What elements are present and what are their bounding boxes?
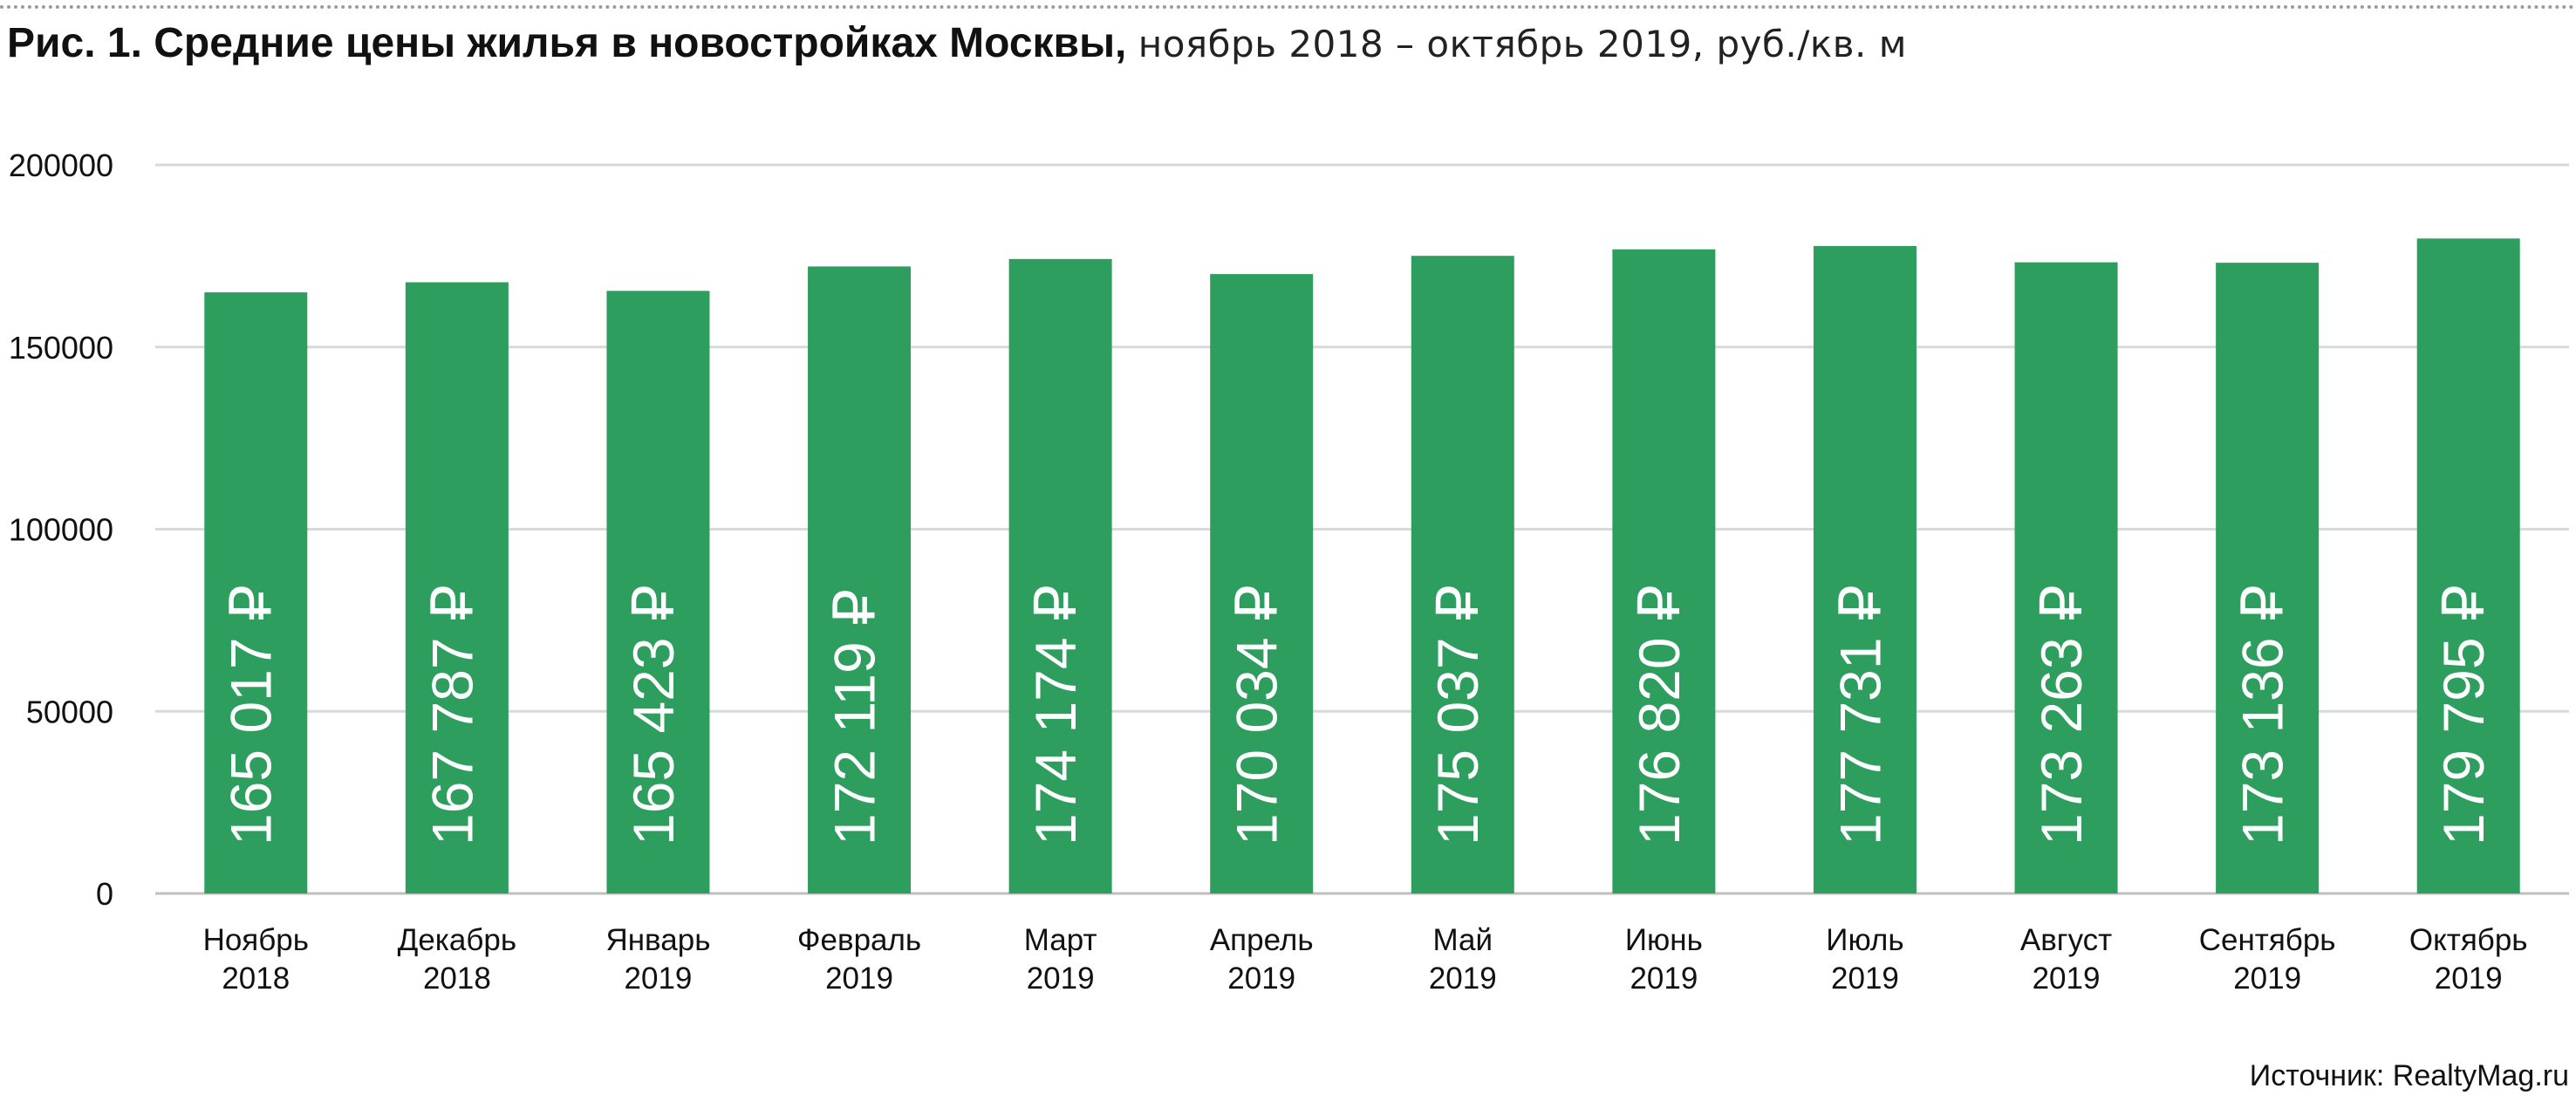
bar [204,292,308,893]
bar [2416,238,2520,894]
x-tick-label-year: 2019 [1227,962,1295,996]
bar-value-label: 174 174 ₽ [1023,585,1088,845]
bar-value-label: 167 787 ₽ [420,585,484,845]
bar [1210,274,1314,894]
top-dotted-rule [0,5,2576,9]
x-tick-label-month: Февраль [797,923,921,957]
bar-value-label: 165 423 ₽ [621,585,686,845]
x-tick-label-year: 2018 [222,962,290,996]
bar [1008,258,1112,893]
x-tick-label-month: Май [1433,923,1493,957]
bar-value-label: 179 795 ₽ [2431,585,2496,845]
x-tick-label-month: Январь [605,923,710,957]
y-tick-label: 100000 [9,512,113,548]
bar-value-label: 172 119 ₽ [822,589,886,845]
x-tick-label-year: 2019 [1027,962,1095,996]
x-tick-label-year: 2019 [625,962,693,996]
x-tick-label-year: 2018 [423,962,491,996]
x-tick-label-month: Октябрь [2409,923,2528,957]
x-tick-label-year: 2019 [825,962,893,996]
bar-value-label: 173 263 ₽ [2029,585,2094,845]
x-tick-label-month: Апрель [1210,923,1314,957]
x-tick-label-year: 2019 [1831,962,1899,996]
x-tick-label-year: 2019 [2233,962,2301,996]
chart-title-bold: Рис. 1. Средние цены жилья в новостройка… [7,20,1127,66]
x-tick-label-month: Сентябрь [2199,923,2336,957]
bar-value-label: 170 034 ₽ [1225,585,1289,845]
x-tick-label-month: Март [1024,923,1097,957]
bar [1813,245,1917,893]
bar [1612,249,1716,893]
bar [405,282,509,894]
source-note: Источник: RealtyMag.ru [2249,1059,2569,1092]
x-tick-label-year: 2019 [2435,962,2503,996]
bar-value-label: 177 731 ₽ [1828,585,1892,845]
x-tick-label-month: Август [2020,923,2112,957]
bar-value-label: 173 136 ₽ [2231,585,2295,845]
x-tick-label-month: Июнь [1625,923,1703,957]
x-tick-label-month: Ноябрь [203,923,309,957]
bar [2216,263,2320,893]
bar [2014,262,2118,894]
y-tick-label: 200000 [9,147,113,183]
x-tick-label-year: 2019 [2033,962,2101,996]
x-tick-label-month: Июль [1826,923,1903,957]
x-tick-label-month: Декабрь [398,923,516,957]
bar [1411,256,1514,893]
bar [606,291,710,893]
y-tick-label: 0 [96,876,113,912]
bar [808,266,912,893]
bar-value-label: 165 017 ₽ [219,585,284,845]
x-tick-label-year: 2019 [1630,962,1698,996]
chart-title-light: ноябрь 2018 – октябрь 2019, руб./кв. м [1138,23,1907,65]
y-tick-label: 150000 [9,330,113,366]
bar-value-label: 176 820 ₽ [1627,585,1691,845]
x-tick-label-year: 2019 [1429,962,1497,996]
bar-value-label: 175 037 ₽ [1425,585,1490,845]
chart-title: Рис. 1. Средние цены жилья в новостройка… [7,16,1907,72]
y-tick-label: 50000 [26,694,113,729]
